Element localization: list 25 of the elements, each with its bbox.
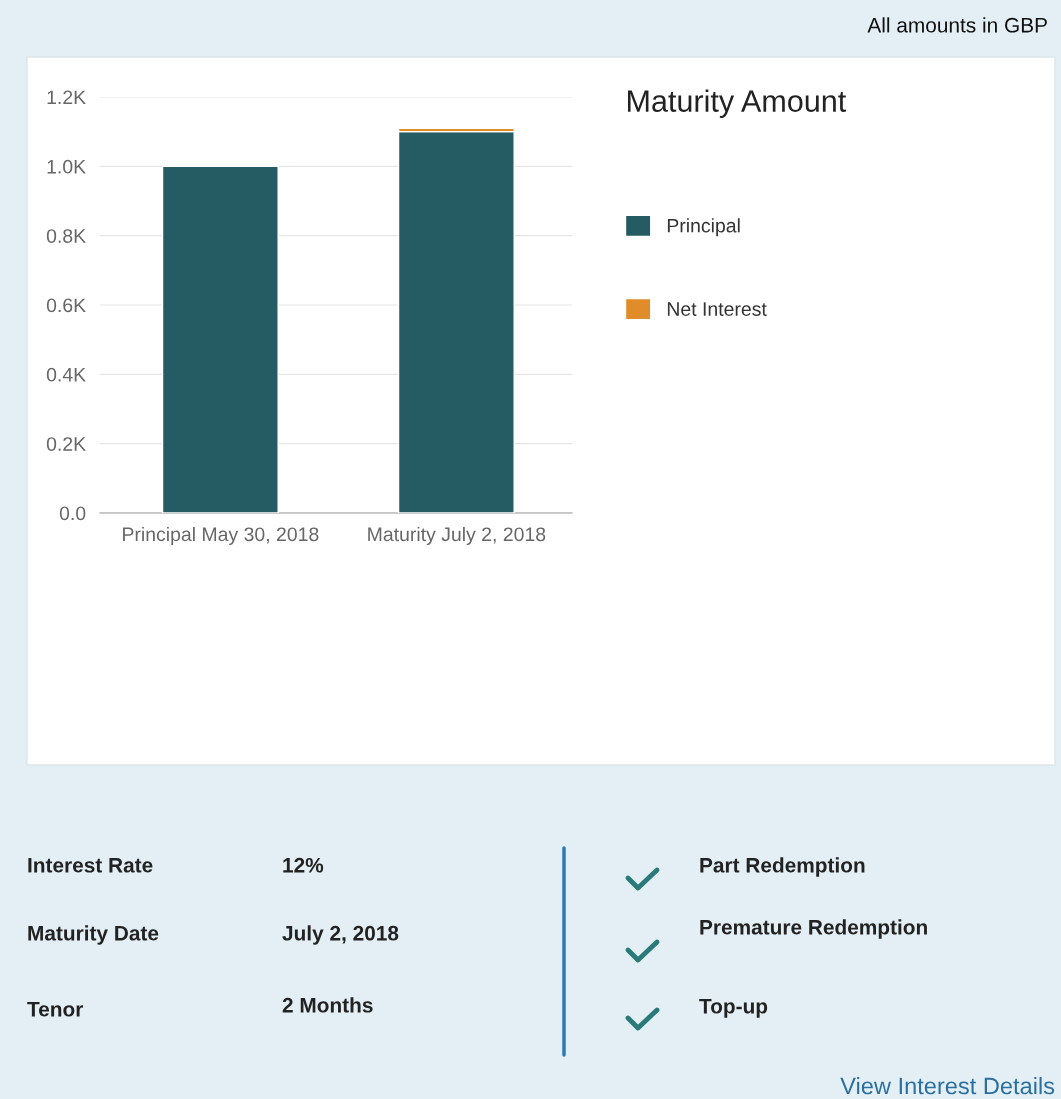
y-tick-label: 1.2K	[47, 90, 86, 105]
y-tick-label: 1.0K	[47, 159, 86, 174]
text: Part Redemption	[700, 857, 865, 877]
x-tick-label: Maturity July 2, 2018	[368, 526, 546, 546]
bar	[397, 130, 515, 513]
legend-label: Net Interest	[667, 302, 767, 316]
legend-title: Maturity Amount	[628, 89, 847, 118]
x-tick-label: Principal May 30, 2018	[123, 526, 319, 546]
text: Maturity Date	[28, 925, 159, 945]
text: Premature Redemption	[700, 919, 927, 939]
text: Tenor	[27, 1002, 84, 1017]
text: 2 Months	[282, 997, 373, 1013]
y-tick-label: 0.0	[59, 506, 86, 521]
text: Top-up	[699, 999, 768, 1018]
text: Interest Rate	[28, 858, 153, 873]
legend-label: Principal	[667, 218, 740, 237]
y-tick-label: 0.8K	[46, 229, 86, 243]
y-tick-label: 0.6K	[46, 298, 86, 313]
text: July 2, 2018	[282, 925, 399, 945]
text: All amounts in GBP	[867, 17, 1047, 33]
y-tick-label: 0.2K	[46, 437, 86, 451]
bar	[161, 165, 279, 513]
text: View Interest Details	[840, 1076, 1055, 1095]
text: 12%	[283, 857, 324, 873]
y-tick-label: 0.4K	[46, 367, 86, 382]
